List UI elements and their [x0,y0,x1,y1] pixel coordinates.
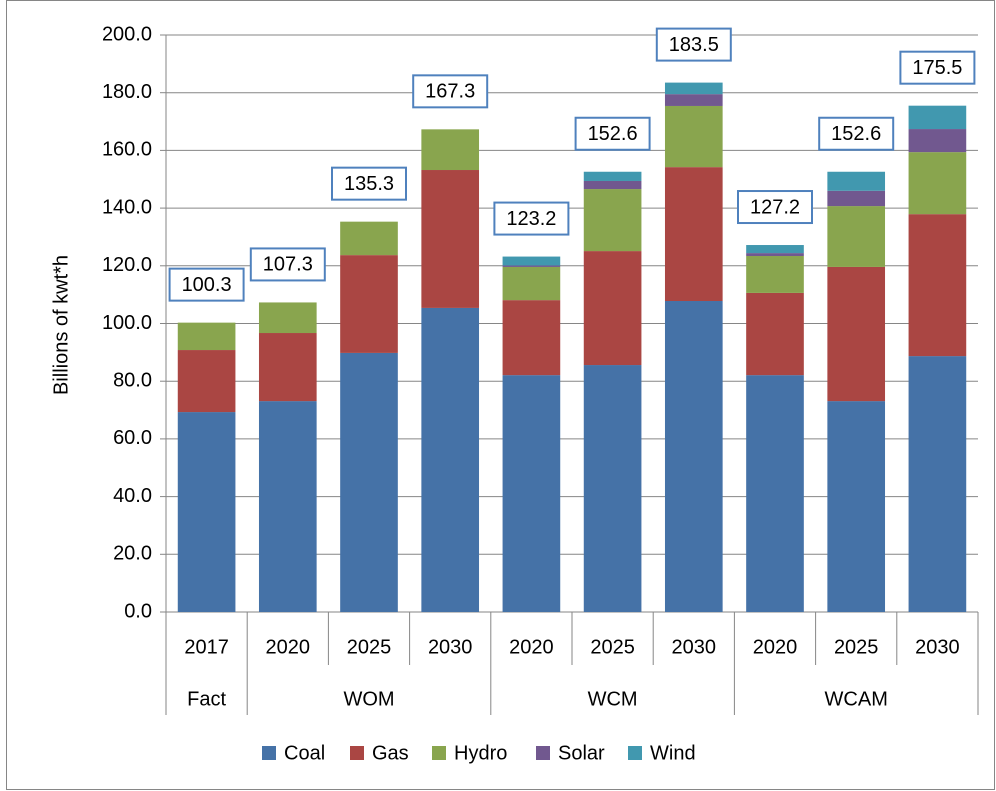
y-tick-label: 100.0 [102,312,152,334]
x-tick-label: 2030 [672,636,717,658]
y-tick-label: 160.0 [102,139,152,161]
y-axis-label: Billions of kwt*h [50,255,72,395]
y-tick-label: 60.0 [113,427,152,449]
total-label: 127.2 [750,196,800,218]
bar-segment [502,265,561,267]
bar-segment [583,180,642,190]
bar-segment [664,82,723,95]
legend-label: Coal [284,742,325,764]
y-tick-label: 140.0 [102,196,152,218]
x-tick-label: 2030 [428,636,473,658]
y-tick-label: 20.0 [113,543,152,565]
bar-segment [827,206,886,267]
total-label-box [574,116,651,151]
bar-segment [340,255,398,353]
total-label: 123.2 [506,208,556,230]
x-tick-label: 2020 [266,636,311,658]
bar-segment [421,129,480,171]
bar-segment [258,401,317,612]
x-tick-label: 2017 [184,636,229,658]
bar-segment [583,251,642,366]
x-tick-label: 2020 [509,636,554,658]
total-label: 152.6 [831,123,881,145]
legend-swatch [432,746,446,760]
total-label: 135.3 [344,173,394,195]
total-label-box [331,166,407,201]
bar-segment [502,300,561,376]
legend-label: Wind [650,742,696,764]
group-label: WCAM [825,688,888,710]
bar-segment [340,352,398,612]
total-label-box [493,201,570,236]
legend-swatch [536,746,550,760]
bar-segment [258,302,317,334]
bar-segment [421,307,480,612]
bar-segment [502,266,561,301]
total-label-box [899,50,976,85]
bar-segment [746,292,804,376]
bar-segment [908,129,967,153]
bar-segment [177,412,236,612]
legend-swatch [262,746,276,760]
bar-segment [827,171,886,191]
bar-segment [583,189,642,252]
bar-segment [827,266,886,402]
bar-segment [177,350,236,413]
bar-segment [908,152,967,215]
legend-label: Gas [372,742,409,764]
bar-segment [583,171,642,181]
bar-segment [340,221,398,256]
bar-segment [827,401,886,612]
x-tick-label: 2020 [753,636,798,658]
bar-segment [664,105,723,168]
total-label-box [818,116,895,151]
bar-segment [908,214,967,357]
bar-segment [664,94,723,106]
bar-segment [664,167,723,301]
legend-label: Solar [558,742,605,764]
bar-segment [583,365,642,612]
bar-segment [908,105,967,130]
total-label-box [655,27,732,62]
bar-segment [664,300,723,612]
bar-segment [502,375,561,612]
x-tick-label: 2025 [347,636,392,658]
bar-segment [908,356,967,612]
bar-segment [746,255,804,293]
legend-label: Hydro [454,742,507,764]
total-label: 152.6 [588,123,638,145]
total-label: 175.5 [912,57,962,79]
x-tick-label: 2025 [590,636,635,658]
x-tick-label: 2025 [834,636,879,658]
y-tick-label: 40.0 [113,485,152,507]
y-tick-label: 80.0 [113,369,152,391]
group-label: Fact [187,688,226,710]
group-label: WCM [588,688,638,710]
group-label: WOM [343,688,394,710]
bar-segment [421,170,480,308]
y-tick-label: 0.0 [124,600,152,622]
x-tick-label: 2030 [915,636,960,658]
y-tick-label: 200.0 [102,23,152,45]
y-tick-label: 180.0 [102,81,152,103]
total-label: 100.3 [182,274,232,296]
total-label-box [737,190,813,225]
bar-segment [746,245,804,254]
bar-segment [746,253,804,256]
bar-segment [827,190,886,207]
total-label-box [249,247,326,282]
legend-swatch [350,746,364,760]
legend-swatch [628,746,642,760]
total-label: 107.3 [263,254,313,276]
bar-segment [177,322,236,351]
total-label-box [412,74,489,109]
bar-segment [258,333,317,402]
bar-segment [746,375,804,612]
bar-segment [502,256,561,266]
total-label: 183.5 [669,34,719,56]
total-label: 167.3 [425,81,475,103]
total-label-box [168,267,245,302]
y-tick-label: 120.0 [102,254,152,276]
